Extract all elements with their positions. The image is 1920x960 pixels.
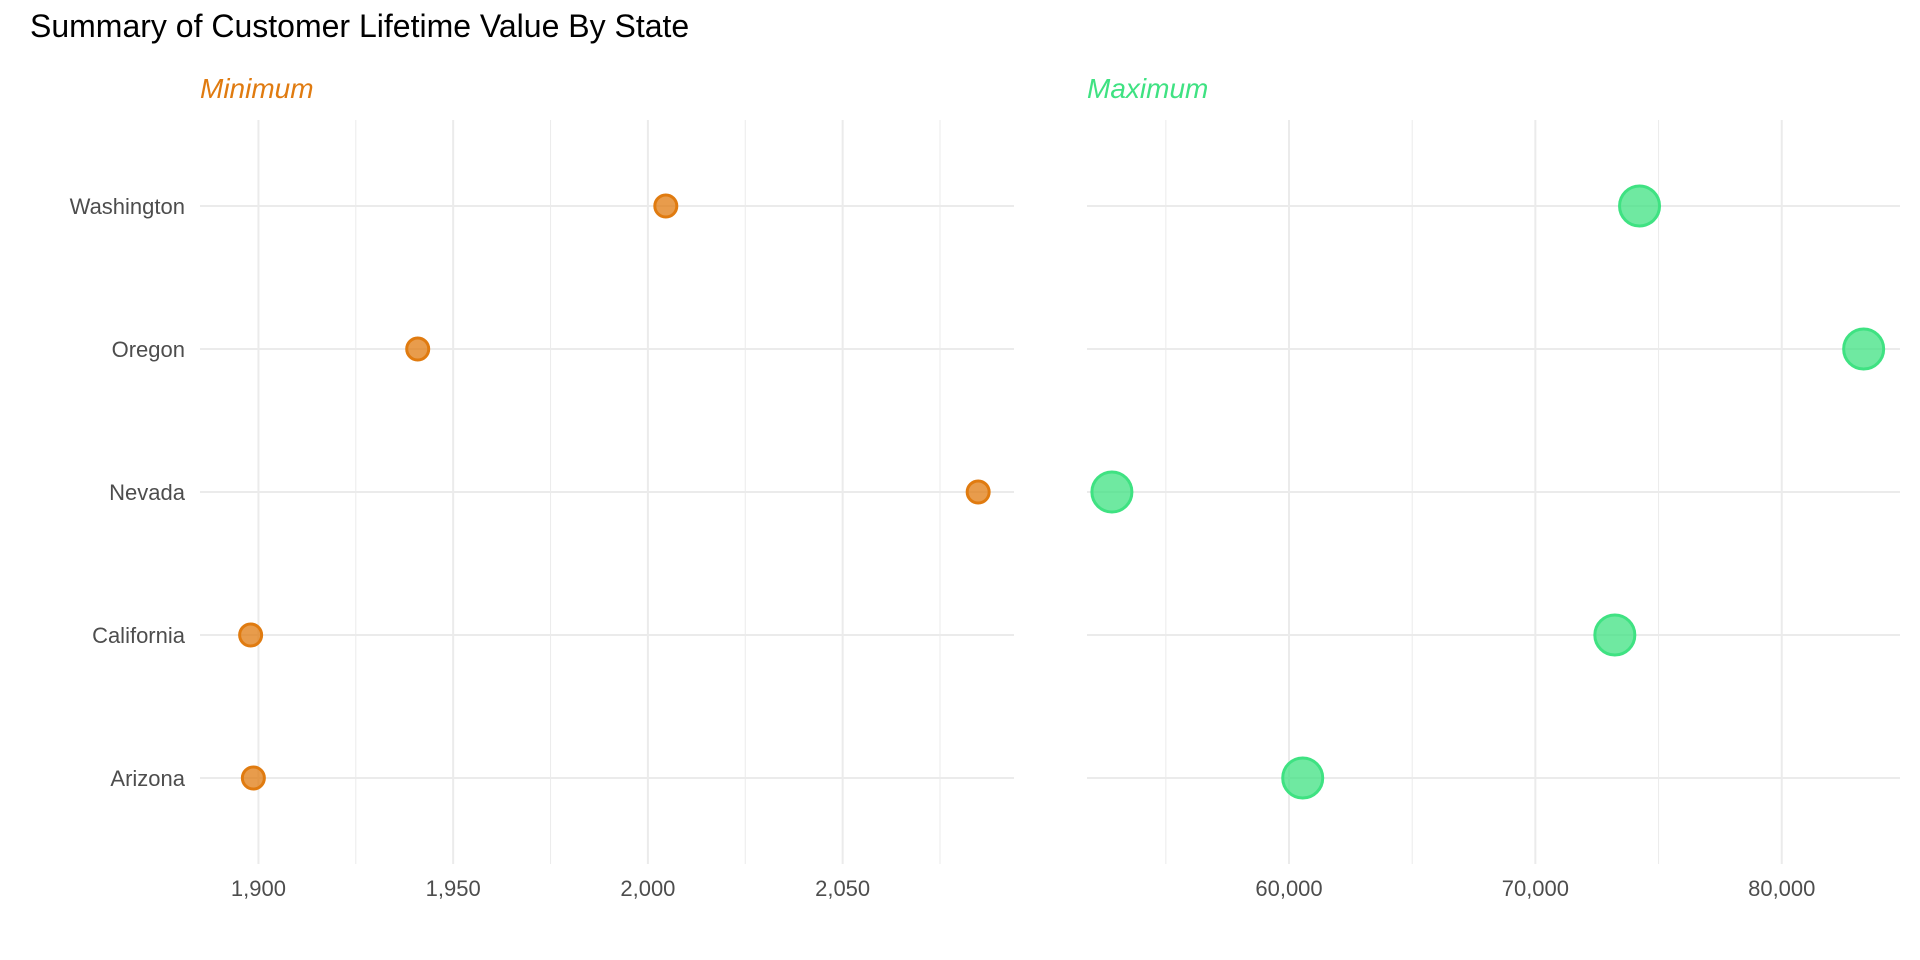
panel-title: Minimum [200, 73, 314, 104]
data-point [1593, 613, 1637, 657]
panel-maximum: 60,000 70,000 80,000 Maximum [1087, 73, 1900, 901]
panel-minimum: 1,900 1,950 2,000 2,050 Arizona California Nev… [70, 73, 1014, 901]
data-point [965, 479, 991, 505]
data-point [653, 193, 679, 219]
y-tick-label: California [92, 623, 186, 648]
data-point [238, 622, 264, 648]
x-tick-label: 80,000 [1748, 876, 1815, 901]
x-tick-label: 1,900 [231, 876, 286, 901]
x-tick-label: 1,950 [426, 876, 481, 901]
y-tick-label: Washington [70, 194, 185, 219]
x-tick-label: 60,000 [1255, 876, 1322, 901]
data-point [1281, 756, 1325, 800]
chart-title: Summary of Customer Lifetime Value By St… [30, 8, 690, 44]
x-tick-label: 2,050 [815, 876, 870, 901]
x-tick-label: 2,000 [620, 876, 675, 901]
panel-title: Maximum [1087, 73, 1208, 104]
data-point [405, 336, 431, 362]
x-tick-label: 70,000 [1502, 876, 1569, 901]
y-tick-label: Arizona [110, 766, 185, 791]
y-tick-label: Oregon [112, 337, 185, 362]
data-point [1090, 470, 1134, 514]
data-point [240, 765, 266, 791]
data-point [1842, 327, 1886, 371]
y-tick-label: Nevada [109, 480, 186, 505]
data-point [1618, 184, 1662, 228]
